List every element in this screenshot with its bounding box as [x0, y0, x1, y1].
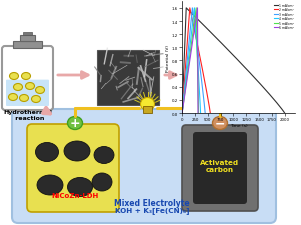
- FancyBboxPatch shape: [23, 33, 32, 36]
- Text: KOH + K₃[Fe(CN)₆]: KOH + K₃[Fe(CN)₆]: [115, 207, 189, 214]
- Ellipse shape: [20, 95, 29, 102]
- Ellipse shape: [36, 143, 58, 162]
- Ellipse shape: [32, 96, 41, 103]
- FancyBboxPatch shape: [20, 36, 35, 42]
- Ellipse shape: [64, 141, 90, 161]
- Ellipse shape: [94, 147, 114, 164]
- X-axis label: Time (s): Time (s): [230, 123, 247, 127]
- Legend: 1 mA/cm², 2 mA/cm², 3 mA/cm², 4 mA/cm², 5 mA/cm², 6 mA/cm²: 1 mA/cm², 2 mA/cm², 3 mA/cm², 4 mA/cm², …: [274, 4, 293, 30]
- FancyBboxPatch shape: [97, 51, 159, 106]
- Ellipse shape: [37, 175, 63, 195]
- FancyBboxPatch shape: [143, 106, 152, 114]
- Ellipse shape: [21, 73, 30, 80]
- Ellipse shape: [8, 94, 17, 101]
- Ellipse shape: [26, 83, 35, 90]
- Ellipse shape: [10, 73, 18, 80]
- Text: Hydrothermal
  reaction: Hydrothermal reaction: [3, 110, 52, 120]
- Text: −: −: [215, 117, 225, 130]
- FancyBboxPatch shape: [27, 124, 119, 212]
- Ellipse shape: [67, 178, 92, 197]
- Y-axis label: Potential (V): Potential (V): [166, 45, 170, 71]
- Ellipse shape: [213, 117, 228, 130]
- Ellipse shape: [14, 84, 23, 91]
- FancyBboxPatch shape: [13, 42, 42, 49]
- FancyBboxPatch shape: [12, 110, 276, 223]
- FancyBboxPatch shape: [193, 132, 247, 204]
- Ellipse shape: [36, 87, 45, 94]
- Ellipse shape: [67, 117, 82, 130]
- Ellipse shape: [141, 98, 154, 111]
- Text: Activated
carbon: Activated carbon: [200, 160, 240, 173]
- FancyBboxPatch shape: [182, 126, 258, 211]
- Text: NiCoZn-LDH: NiCoZn-LDH: [51, 192, 99, 198]
- Text: Mixed Electrolyte: Mixed Electrolyte: [114, 199, 190, 208]
- FancyBboxPatch shape: [2, 47, 53, 110]
- Ellipse shape: [92, 173, 112, 191]
- Text: +: +: [70, 117, 80, 130]
- FancyBboxPatch shape: [6, 80, 49, 106]
